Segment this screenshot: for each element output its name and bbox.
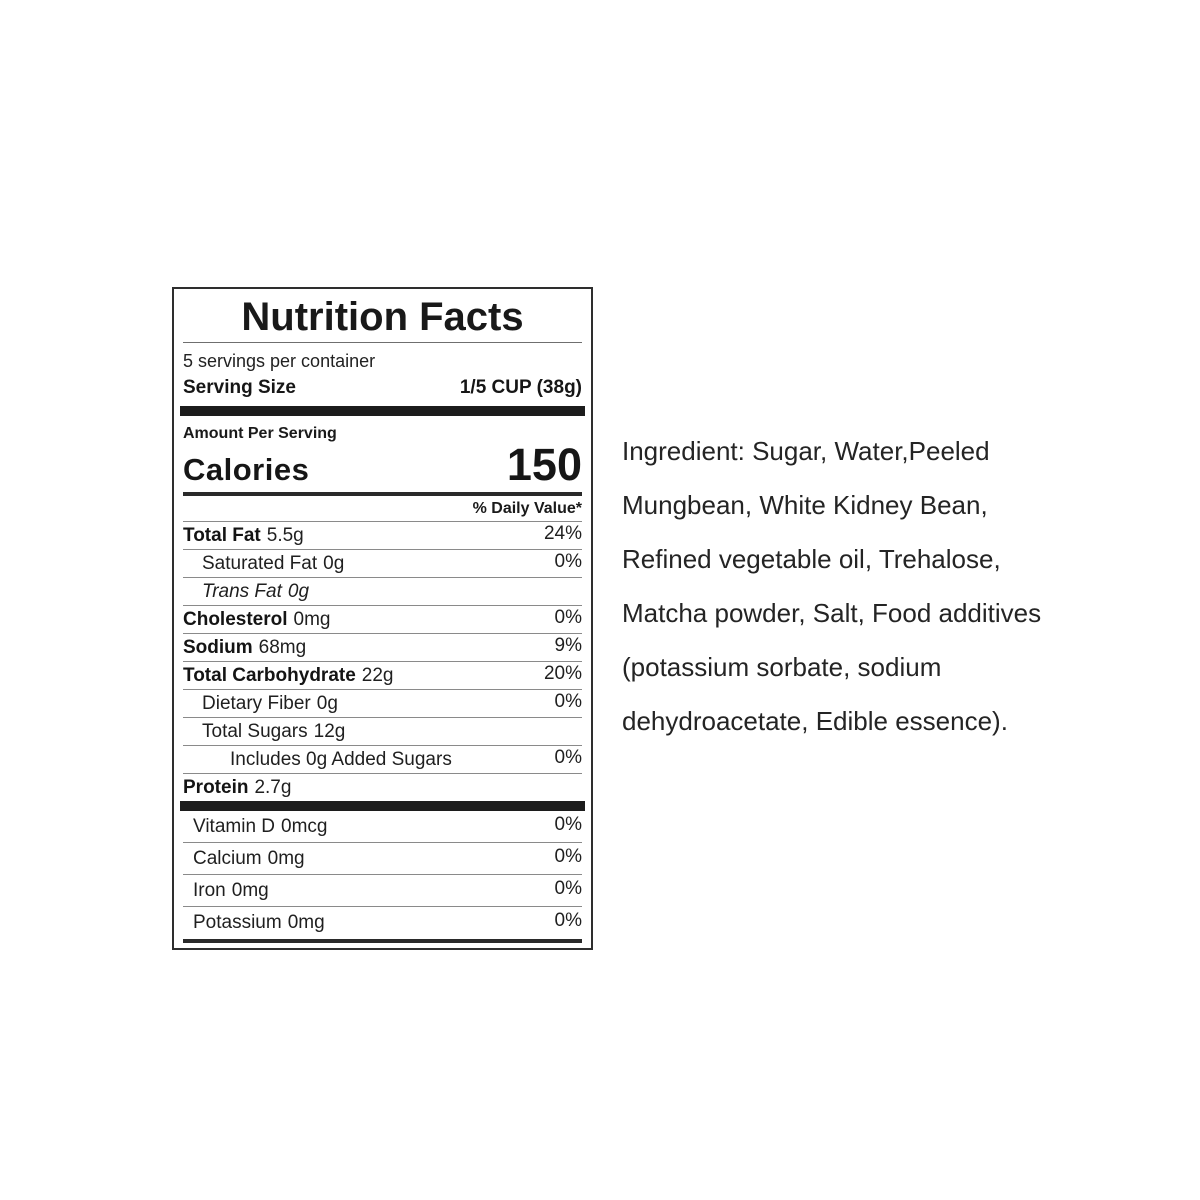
daily-value: 0% (554, 691, 582, 712)
title-divider (183, 342, 582, 343)
nutrient-amount: 0mg (287, 912, 325, 933)
row-added-sugars: Includes 0g Added Sugars 0% (183, 745, 582, 773)
ingredients-line: Refined vegetable oil, Trehalose, (622, 544, 1001, 574)
nutrient-name: Protein (183, 777, 249, 798)
nutrient-name: Cholesterol (183, 609, 288, 630)
daily-value: 9% (554, 635, 582, 656)
nutrient-amount: 0mg (231, 880, 269, 901)
nutrient-name: Iron (193, 880, 226, 901)
row-total-sugars: Total Sugars 12g (183, 717, 582, 745)
ingredients-line: dehydroacetate, Edible essence). (622, 706, 1008, 736)
row-protein: Protein 2.7g (183, 773, 582, 801)
nutrient-name: Potassium (193, 912, 282, 933)
row-iron: Iron 0mg 0% (183, 874, 582, 906)
micronutrient-rows: Vitamin D 0mcg 0% Calcium 0mg 0% Iron 0mg 0… (183, 811, 582, 938)
nutrient-name: Trans Fat (202, 581, 282, 602)
label-title: Nutrition Facts (241, 295, 524, 339)
row-saturated-fat: Saturated Fat 0g 0% (183, 549, 582, 577)
nutrient-name: Includes 0g Added Sugars (230, 749, 452, 770)
nutrient-amount: 2.7g (254, 777, 292, 798)
ingredients-line: Matcha powder, Salt, Food additives (622, 598, 1042, 628)
nutrient-amount: 12g (313, 721, 346, 742)
serving-size-value: 1/5 CUP (38g) (459, 377, 582, 398)
servings-per-container: 5 servings per container (183, 351, 376, 371)
nutrient-name: Calcium (193, 848, 262, 869)
daily-value: 0% (554, 551, 582, 572)
nutrient-amount: 0mg (293, 609, 331, 630)
ingredients-line: (potassium sorbate, sodium (622, 652, 942, 682)
daily-value: 0% (554, 814, 582, 835)
daily-value-header: % Daily Value* (183, 496, 582, 522)
daily-value: 24% (543, 523, 582, 544)
ingredients-paragraph: Ingredient: Sugar, Water,Peeled Mungbean… (622, 424, 1112, 748)
row-calcium: Calcium 0mg 0% (183, 842, 582, 874)
nutrient-amount: 0mcg (281, 816, 328, 837)
medium-divider-calories (183, 492, 582, 496)
row-vitamin-d: Vitamin D 0mcg 0% (183, 811, 582, 842)
nutrient-amount: 68mg (258, 637, 307, 658)
daily-value: 0% (554, 846, 582, 867)
row-potassium: Potassium 0mg 0% (183, 906, 582, 938)
nutrient-name: Total Sugars (202, 721, 308, 742)
row-cholesterol: Cholesterol 0mg 0% (183, 605, 582, 633)
nutrient-amount: 22g (361, 665, 394, 686)
daily-value: 20% (543, 663, 582, 684)
daily-value: 0% (554, 910, 582, 931)
row-total-carbohydrate: Total Carbohydrate 22g 20% (183, 661, 582, 689)
thick-divider-top (180, 406, 585, 416)
ingredients-line: Mungbean, White Kidney Bean, (622, 490, 988, 520)
nutrient-amount: 0mg (267, 848, 305, 869)
nutrient-amount: 5.5g (266, 525, 304, 546)
calories-label: Calories (183, 452, 310, 487)
row-trans-fat: Trans Fat 0g (183, 577, 582, 605)
calories-row: Calories 150 (183, 439, 582, 492)
nutrient-amount: 0g (316, 693, 338, 714)
row-dietary-fiber: Dietary Fiber 0g 0% (183, 689, 582, 717)
daily-value: 0% (554, 607, 582, 628)
nutrient-name: Total Fat (183, 525, 261, 546)
nutrient-name: Vitamin D (193, 816, 276, 837)
nutrition-facts-label: Nutrition Facts 5 servings per container… (172, 287, 593, 950)
daily-value: 0% (554, 747, 582, 768)
nutrient-amount: 0g (323, 553, 345, 574)
daily-value: 0% (554, 878, 582, 899)
thick-divider-bottom (180, 801, 585, 811)
nutrient-rows: Total Fat 5.5g 24% Saturated Fat 0g 0% Tra… (183, 522, 582, 801)
calories-value: 150 (506, 439, 582, 490)
nutrient-amount: 0g (287, 581, 310, 602)
nutrient-name: Sodium (183, 637, 253, 658)
ingredients-line: Ingredient: Sugar, Water,Peeled (622, 436, 990, 466)
nutrient-name: Total Carbohydrate (183, 665, 356, 686)
row-sodium: Sodium 68mg 9% (183, 633, 582, 661)
nutrient-name: Dietary Fiber (202, 693, 311, 714)
serving-size-row: Serving Size 1/5 CUP (38g) (183, 372, 582, 406)
nutrient-name: Saturated Fat (202, 553, 318, 574)
row-total-fat: Total Fat 5.5g 24% (183, 522, 582, 549)
serving-size-label: Serving Size (183, 377, 296, 398)
amount-per-serving-label: Amount Per Serving (183, 425, 337, 442)
bottom-rule (183, 939, 582, 943)
